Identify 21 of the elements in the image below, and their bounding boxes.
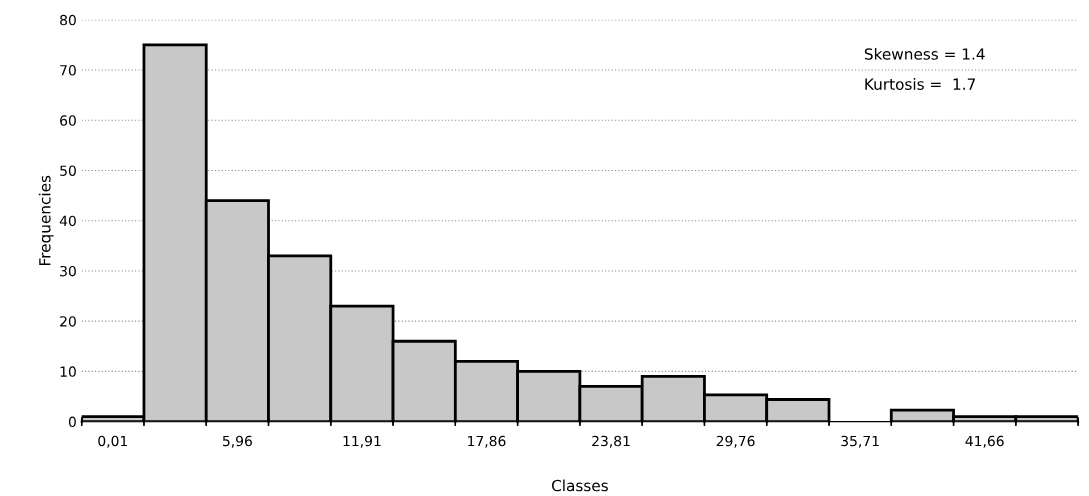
y-axis-title: Frequencies <box>38 175 54 265</box>
x-tick-label: 29,76 <box>716 435 755 448</box>
y-tick-label: 50 <box>60 165 76 176</box>
x-tick-label: 5,96 <box>222 435 252 448</box>
y-tick-label: 30 <box>60 265 76 277</box>
y-tick-label: 10 <box>60 366 76 377</box>
x-tick-label: 41,66 <box>965 435 1004 448</box>
y-tick-label: 80 <box>60 14 76 26</box>
x-tick-label: 23,81 <box>592 435 630 448</box>
annotation: Skewness = 1.4 <box>864 47 985 60</box>
y-tick-label: 60 <box>60 115 76 126</box>
annotation: Kurtosis = 1.7 <box>865 78 975 90</box>
y-tick-label: 70 <box>60 65 76 76</box>
y-tick-label: 40 <box>59 215 76 227</box>
y-tick-label: 0 <box>68 416 76 428</box>
x-tick-label: 35,71 <box>841 435 879 448</box>
x-axis-title: Classes <box>551 479 608 492</box>
y-tick-label: 20 <box>60 316 76 327</box>
x-tick-label: 0,01 <box>98 435 127 448</box>
x-tick-label: 11,91 <box>343 435 381 448</box>
x-tick-label: 17,86 <box>468 435 506 448</box>
